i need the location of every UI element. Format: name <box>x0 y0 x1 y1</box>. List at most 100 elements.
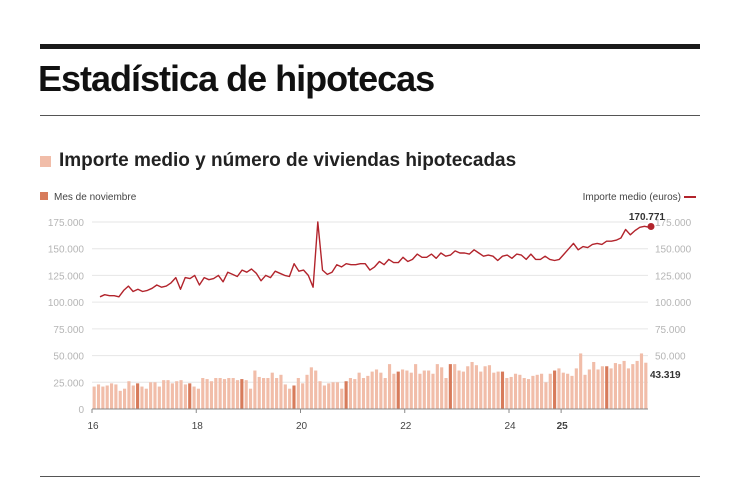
left-tick-label: 25.000 <box>53 378 84 389</box>
bar <box>622 360 626 409</box>
right-tick-label: 175.000 <box>655 218 692 229</box>
line-end-dot <box>647 223 655 231</box>
bar <box>513 373 518 409</box>
bar <box>418 373 422 409</box>
bar <box>296 378 300 409</box>
bar <box>118 390 122 409</box>
bar <box>361 378 366 409</box>
bar <box>566 373 570 409</box>
bar <box>340 388 344 409</box>
bar-november <box>292 385 296 409</box>
x-tick-label: 18 <box>192 421 204 432</box>
bar <box>435 364 439 409</box>
bar <box>357 372 361 409</box>
bar <box>444 378 448 409</box>
bar <box>383 378 387 409</box>
bar <box>92 386 96 409</box>
bar <box>127 381 131 409</box>
line-path <box>99 221 655 298</box>
right-tick-label: 125.000 <box>655 271 692 282</box>
bar <box>557 368 561 409</box>
bar <box>548 373 552 409</box>
left-tick-label: 75.000 <box>53 325 84 336</box>
bar-november <box>553 370 557 409</box>
bar-november <box>396 371 400 409</box>
bar <box>639 353 644 409</box>
bar <box>370 371 374 409</box>
right-axis: 50.000 75.000 100.000 125.000 150.000 175.000 <box>655 218 692 363</box>
bar <box>214 378 218 409</box>
bar <box>257 376 261 409</box>
top-rule <box>40 44 700 49</box>
left-tick-label: 100.000 <box>48 298 85 309</box>
bar <box>479 371 483 409</box>
bar <box>579 353 583 409</box>
x-tick-label: 20 <box>296 421 308 432</box>
bar <box>209 381 214 409</box>
bar <box>422 370 426 409</box>
bar <box>205 379 209 409</box>
x-axis: 16 18 20 22 24 25 <box>87 408 648 432</box>
bar <box>526 379 531 409</box>
chart-legend: Mes de noviembre Importe medio (euros) <box>40 192 696 203</box>
x-tick-label: 25 <box>557 421 569 432</box>
bar <box>222 379 227 409</box>
bar <box>101 386 105 409</box>
bar <box>466 366 470 409</box>
bar <box>235 380 240 409</box>
bar <box>149 382 153 409</box>
bar <box>427 370 431 409</box>
bar <box>392 373 396 409</box>
bar <box>131 385 135 409</box>
bar <box>175 381 179 409</box>
bar <box>618 364 622 409</box>
bar <box>192 386 196 409</box>
x-tick-label: 24 <box>504 421 516 432</box>
bar <box>600 366 604 409</box>
bar-november <box>188 383 192 409</box>
bar <box>153 382 157 409</box>
bar <box>431 373 435 409</box>
bar-end-label: 43.319 <box>650 370 681 381</box>
bar <box>483 366 487 409</box>
right-tick-label: 150.000 <box>655 245 692 256</box>
bar <box>644 362 648 409</box>
bar <box>470 361 474 409</box>
bar <box>218 378 222 409</box>
bar <box>288 388 292 409</box>
bar <box>540 373 544 409</box>
bar <box>244 380 248 409</box>
right-tick-label: 75.000 <box>655 325 686 336</box>
x-tick-label: 16 <box>87 421 99 432</box>
bar <box>401 369 405 409</box>
bar <box>301 383 305 409</box>
bar <box>123 388 127 409</box>
bar <box>348 378 353 409</box>
bar <box>335 382 339 409</box>
left-tick-label: 175.000 <box>48 218 85 229</box>
bar-november <box>240 379 244 409</box>
bar <box>440 367 444 409</box>
bar <box>96 384 101 409</box>
bar <box>170 383 174 409</box>
bar-november <box>500 371 505 409</box>
bar-november <box>136 383 140 409</box>
left-tick-label: 125.000 <box>48 271 85 282</box>
bar-november <box>605 366 609 409</box>
bar <box>535 374 539 409</box>
bar <box>613 363 617 409</box>
bar <box>305 374 309 409</box>
bar <box>183 384 187 409</box>
bar <box>544 382 548 409</box>
bar <box>262 378 266 409</box>
subtitle-square-icon <box>40 155 51 167</box>
bottom-rule <box>40 476 700 477</box>
bar <box>270 372 274 409</box>
bar <box>331 382 335 409</box>
left-axis: 0 25.000 50.000 75.000 100.000 125.000 150.000… <box>48 218 85 416</box>
bar <box>592 361 596 409</box>
bar <box>492 372 496 409</box>
bar <box>570 375 574 409</box>
bar <box>318 381 322 409</box>
